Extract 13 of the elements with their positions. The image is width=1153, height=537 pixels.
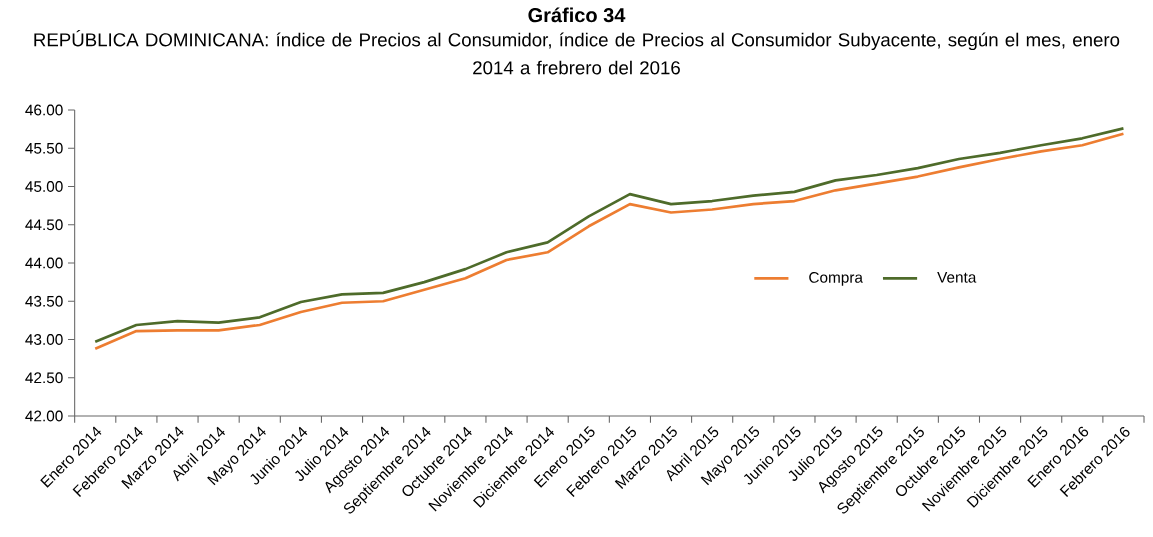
- y-tick-label: 44.00: [25, 257, 63, 269]
- y-tick-label: 43.50: [25, 295, 63, 307]
- legend-label: Venta: [937, 272, 977, 283]
- chart-title: Gráfico 34: [528, 7, 626, 23]
- legend-label: Compra: [809, 271, 863, 286]
- y-tick-label: 43.00: [25, 334, 63, 345]
- y-tick-label: 42.00: [25, 410, 63, 422]
- y-tick-label: 45.00: [25, 181, 63, 192]
- y-tick-label: 45.50: [25, 142, 63, 154]
- y-tick-label: 42.50: [25, 372, 63, 384]
- chart-subtitle: REPÚBLICA DOMINICANA: índice de Precios al Consumidor, índice de Precios al Consumidor Subyacente, según el mes, enero 2014 a frebrero del 2016: [34, 30, 1120, 75]
- y-tick-label: 44.50: [25, 219, 63, 231]
- y-tick-label: 46.00: [25, 104, 63, 116]
